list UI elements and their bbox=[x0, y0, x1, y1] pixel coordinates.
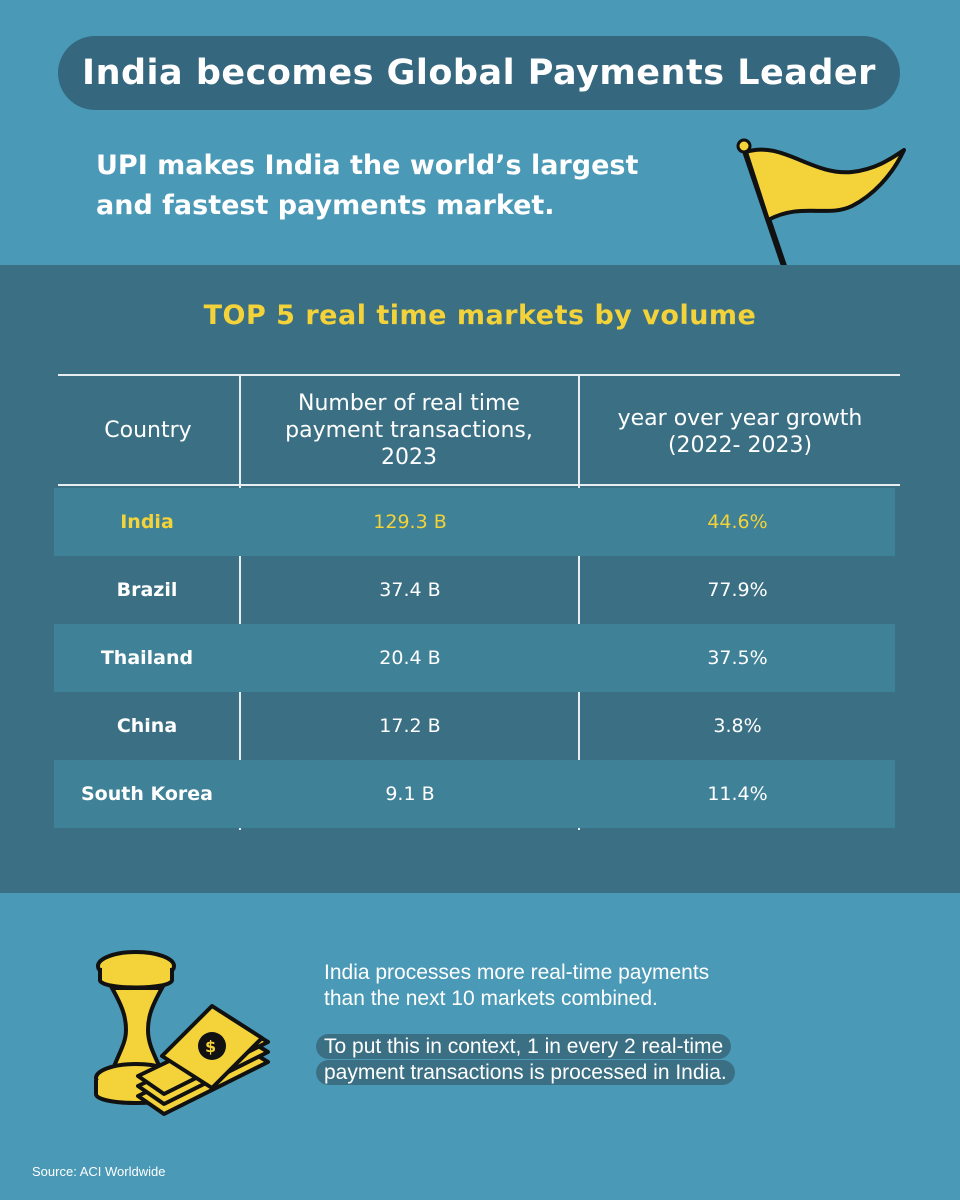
cell-volume: 17.2 B bbox=[379, 715, 441, 737]
cell-volume: 20.4 B bbox=[379, 647, 441, 669]
title-banner: India becomes Global Payments Leader bbox=[58, 36, 900, 110]
cell-country: Thailand bbox=[100, 647, 194, 669]
table-row: China 17.2 B 3.8% bbox=[54, 692, 895, 760]
source-note: Source: ACI Worldwide bbox=[32, 1164, 166, 1179]
cell-growth: 3.8% bbox=[713, 715, 762, 737]
cell-growth: 37.5% bbox=[707, 647, 768, 669]
cell-volume: 37.4 B bbox=[379, 579, 441, 601]
cell-growth: 44.6% bbox=[707, 511, 768, 533]
coins-and-cash-icon: $ bbox=[94, 950, 270, 1116]
subtitle-line-1: UPI makes India the world’s largest bbox=[96, 150, 639, 181]
info-line-2: than the next 10 markets combined. bbox=[324, 987, 658, 1010]
cell-volume: 129.3 B bbox=[373, 511, 447, 533]
svg-text:$: $ bbox=[205, 1037, 216, 1056]
table-row: Brazil 37.4 B 77.9% bbox=[54, 556, 895, 624]
info-line-3: To put this in context, 1 in every 2 rea… bbox=[316, 1034, 732, 1059]
cell-growth: 77.9% bbox=[707, 579, 768, 601]
table-row: Thailand 20.4 B 37.5% bbox=[54, 624, 895, 692]
table-row: South Korea 9.1 B 11.4% bbox=[54, 760, 895, 828]
info-line-1: India processes more real-time payments bbox=[324, 961, 710, 984]
page-title: India becomes Global Payments Leader bbox=[82, 53, 876, 93]
subtitle: UPI makes India the world’s largest and … bbox=[96, 146, 716, 226]
info-paragraph-1: India processes more real-time payments … bbox=[324, 960, 924, 1012]
cell-country: India bbox=[120, 511, 174, 533]
cell-volume: 9.1 B bbox=[385, 783, 435, 805]
subtitle-line-2: and fastest payments market. bbox=[96, 190, 555, 221]
table-row: India 129.3 B 44.6% bbox=[54, 488, 895, 556]
cell-country: China bbox=[116, 715, 178, 737]
info-text: India processes more real-time payments … bbox=[316, 960, 924, 1108]
info-line-4: payment transactions is processed in Ind… bbox=[316, 1060, 735, 1085]
cell-growth: 11.4% bbox=[707, 783, 768, 805]
cell-country: South Korea bbox=[80, 783, 213, 805]
flag-icon bbox=[736, 138, 906, 269]
info-paragraph-2: To put this in context, 1 in every 2 rea… bbox=[316, 1034, 924, 1086]
cell-country: Brazil bbox=[116, 579, 178, 601]
table-title: TOP 5 real time markets by volume bbox=[203, 300, 757, 331]
